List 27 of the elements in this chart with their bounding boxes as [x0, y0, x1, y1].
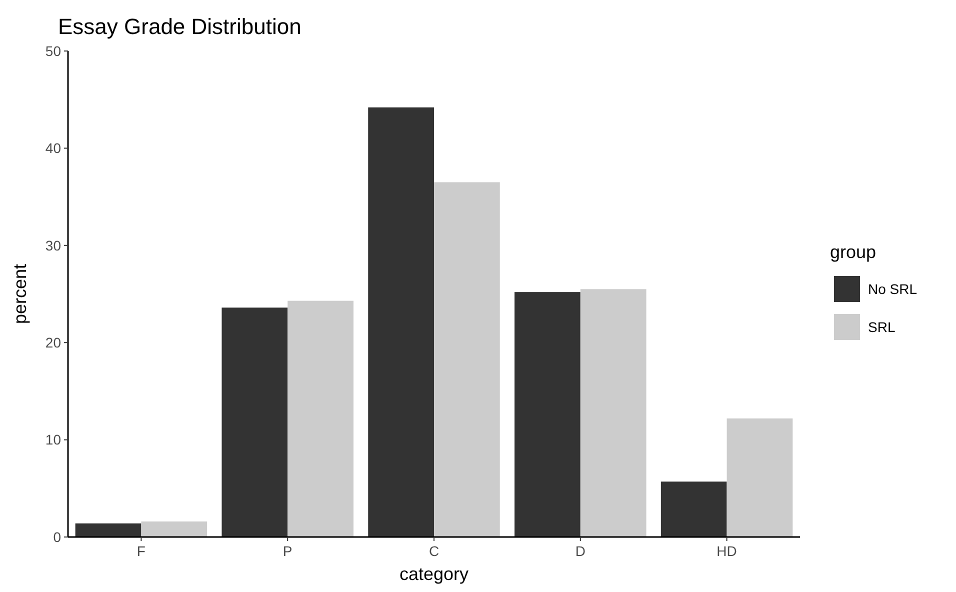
legend-label: No SRL	[868, 280, 918, 297]
y-tick-label: 30	[45, 237, 62, 254]
legend-label: SRL	[868, 318, 896, 335]
y-tick-label: 10	[45, 432, 62, 448]
bar	[660, 482, 727, 537]
bar	[75, 523, 142, 537]
x-tick-label: F	[136, 543, 146, 559]
x-tick-label: D	[575, 543, 586, 559]
x-axis-title: category	[399, 564, 469, 584]
y-axis-title: percent	[10, 264, 30, 324]
chart-title: Essay Grade Distribution	[58, 14, 302, 39]
legend-title: group	[830, 242, 876, 262]
y-tick-label: 20	[45, 334, 62, 350]
x-tick-label: P	[282, 543, 292, 559]
bar	[288, 300, 354, 537]
bar	[580, 289, 646, 537]
bar	[368, 107, 434, 537]
x-tick-label: HD	[716, 543, 737, 559]
bar	[222, 308, 288, 537]
y-tick-label: 50	[45, 42, 62, 59]
bar	[726, 418, 793, 537]
bar	[141, 521, 208, 537]
bar	[514, 292, 580, 537]
y-tick-label: 40	[45, 140, 62, 156]
bar	[434, 182, 500, 537]
x-tick-label: C	[428, 543, 440, 559]
y-tick-label: 0	[53, 528, 62, 545]
